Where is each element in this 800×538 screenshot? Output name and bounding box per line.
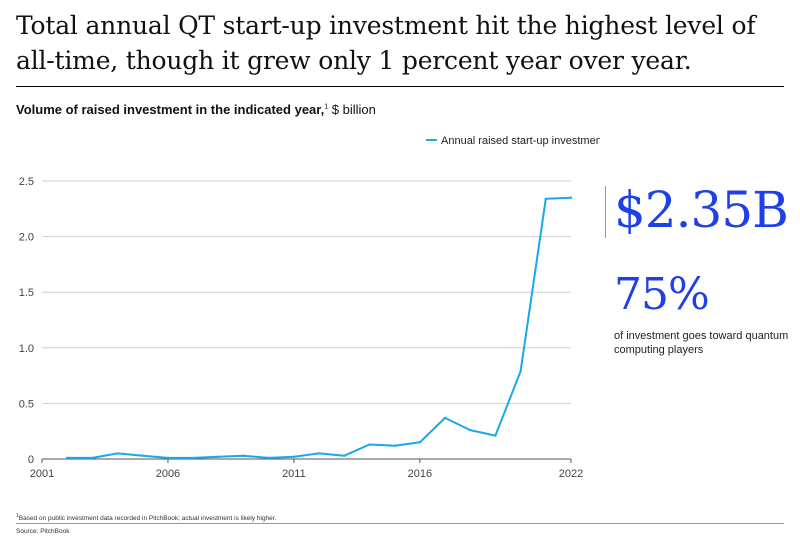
chart-subtitle: Volume of raised investment in the indic… bbox=[16, 102, 376, 117]
data-point bbox=[116, 452, 119, 455]
data-point bbox=[242, 454, 245, 457]
legend: Annual raised start-up investment bbox=[426, 135, 600, 147]
x-tick-label: 2006 bbox=[156, 468, 180, 480]
y-tick-label: 2.0 bbox=[19, 232, 34, 244]
quantum-share-note: of investment goes toward quantum comput… bbox=[614, 330, 789, 356]
data-point bbox=[544, 197, 548, 200]
y-tick-label: 0.5 bbox=[19, 398, 34, 410]
data-point bbox=[267, 456, 270, 460]
footnote: 1Based on public investment data recorde… bbox=[16, 513, 276, 522]
data-point bbox=[166, 456, 170, 460]
subtitle-footnote-ref: 1 bbox=[324, 103, 329, 111]
footnote-marker: 1 bbox=[16, 513, 19, 519]
data-point bbox=[292, 455, 296, 458]
data-point bbox=[494, 434, 497, 437]
grid-lines bbox=[42, 180, 571, 460]
data-point bbox=[217, 455, 220, 458]
data-point bbox=[418, 441, 422, 444]
data-point bbox=[317, 452, 321, 455]
data-point bbox=[141, 454, 144, 457]
data-point bbox=[519, 369, 522, 373]
subtitle-bold: Volume of raised investment in the indic… bbox=[16, 102, 325, 117]
data-point bbox=[368, 443, 371, 446]
source-note: Source: PitchBook bbox=[16, 528, 70, 535]
data-point bbox=[469, 428, 472, 432]
page-title: Total annual QT start-up investment hit … bbox=[16, 11, 756, 75]
data-point bbox=[443, 416, 447, 420]
data-point bbox=[569, 196, 573, 199]
footnote-text: Based on public investment data recorded… bbox=[18, 515, 277, 523]
footer-divider bbox=[16, 523, 784, 524]
y-tick-label: 2.5 bbox=[19, 176, 34, 188]
line-chart: 0 0.5 1.0 1.5 2.0 2.5 2001 2006 2011 2016 2022 An… bbox=[19, 135, 600, 480]
x-tick-label: 2001 bbox=[30, 468, 54, 480]
data-point bbox=[91, 456, 94, 460]
y-axis-ticks: 0 0.5 1.0 1.5 2.0 2.5 bbox=[19, 176, 34, 466]
data-point bbox=[191, 456, 195, 460]
data-point bbox=[65, 456, 69, 460]
series-line bbox=[65, 196, 573, 460]
callout-divider bbox=[605, 186, 606, 238]
title-divider bbox=[16, 86, 784, 87]
y-tick-label: 1.5 bbox=[19, 287, 34, 299]
legend-label: Annual raised start-up investment bbox=[441, 135, 600, 147]
y-tick-label: 0 bbox=[28, 454, 34, 466]
x-tick-label: 2011 bbox=[282, 468, 306, 480]
quantum-share-value: 75% bbox=[614, 269, 710, 320]
y-tick-label: 1.0 bbox=[19, 343, 34, 355]
data-point bbox=[343, 454, 346, 457]
total-investment-value: $2.35B bbox=[614, 181, 789, 239]
data-point bbox=[393, 444, 396, 447]
subtitle-unit: $ billion bbox=[328, 102, 376, 117]
x-tick-label: 2016 bbox=[408, 468, 432, 480]
x-axis-ticks: 2001 2006 2011 2016 2022 bbox=[30, 459, 583, 480]
x-tick-label: 2022 bbox=[559, 468, 583, 480]
